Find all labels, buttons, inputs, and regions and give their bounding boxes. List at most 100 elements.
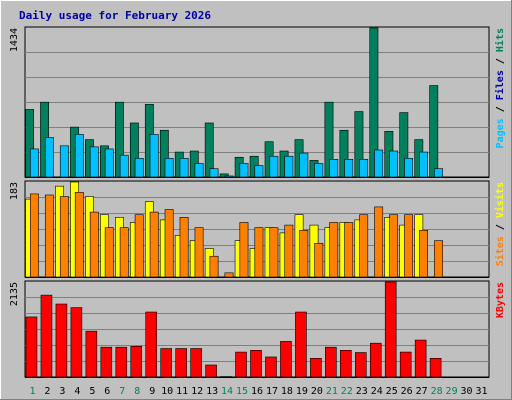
- bar-sites: [344, 222, 354, 278]
- bar-hits: [129, 122, 139, 178]
- legend-item-hits: Hits: [494, 28, 506, 52]
- y-axis-max-label: 2135: [9, 282, 20, 306]
- x-tick-label: 10: [161, 386, 173, 397]
- bar-files: [344, 159, 354, 178]
- x-tick-label: 16: [251, 386, 263, 397]
- bar-kbytes: [235, 351, 247, 378]
- x-tick-label: 13: [206, 386, 218, 397]
- x-tick-label: 28: [431, 386, 443, 397]
- bar-files: [374, 149, 384, 178]
- bar-kbytes: [85, 330, 98, 378]
- bar-kbytes: [145, 311, 158, 378]
- bar-kbytes: [280, 341, 292, 378]
- bar-sites: [104, 227, 114, 278]
- bar-hits: [219, 173, 229, 178]
- legend-item-visits: Visits: [494, 182, 506, 218]
- y-axis-max-label: 183: [9, 182, 20, 200]
- bar-kbytes: [175, 348, 187, 378]
- panel-legend: Sites / Visits: [494, 182, 506, 266]
- panel-2: 183 Sites / Visits: [9, 180, 506, 278]
- x-tick-label: 24: [371, 386, 383, 397]
- bar-sites: [119, 227, 129, 278]
- bar-files: [389, 150, 399, 178]
- bar-sites: [374, 206, 384, 278]
- bar-sites: [209, 255, 219, 278]
- bar-sites: [239, 222, 249, 278]
- x-tick-label: 11: [176, 386, 188, 397]
- bar-sites: [404, 214, 414, 278]
- bar-files: [194, 163, 204, 178]
- bar-files: [29, 148, 39, 178]
- bar-files: [119, 154, 129, 178]
- x-tick-label: 27: [416, 386, 428, 397]
- legend-separator: /: [495, 52, 506, 70]
- bar-files: [164, 157, 174, 178]
- bar-files: [254, 165, 264, 178]
- bar-sites: [164, 209, 174, 278]
- bar-files: [419, 151, 428, 178]
- bar-files: [149, 134, 159, 178]
- bar-sites: [314, 242, 324, 278]
- x-tick-label: 7: [119, 386, 125, 397]
- x-tick-label: 15: [236, 386, 248, 397]
- x-tick-label: 25: [386, 386, 398, 397]
- bar-hits: [339, 129, 349, 178]
- bar-kbytes: [115, 346, 128, 378]
- bar-files: [104, 148, 114, 178]
- bar-kbytes: [250, 350, 262, 378]
- x-tick-label: 6: [104, 386, 110, 397]
- x-tick-label: 19: [296, 386, 308, 397]
- bar-files: [239, 163, 249, 178]
- bar-hits: [354, 111, 364, 178]
- bar-files: [299, 152, 309, 178]
- bar-files: [134, 157, 144, 178]
- x-tick-label: 8: [134, 386, 140, 397]
- panel-legend: KBytes: [495, 282, 506, 318]
- bar-hits: [115, 101, 124, 178]
- bar-hits: [429, 85, 439, 178]
- bar-sites: [179, 217, 189, 278]
- bar-kbytes: [55, 303, 68, 378]
- bar-sites: [284, 224, 294, 278]
- x-tick-label: 5: [89, 386, 95, 397]
- bar-sites: [419, 229, 428, 278]
- x-tick-label: 23: [356, 386, 368, 397]
- bar-kbytes: [25, 316, 38, 378]
- bar-kbytes: [70, 307, 83, 378]
- bar-kbytes: [325, 346, 337, 378]
- x-tick-label: 9: [149, 386, 155, 397]
- x-tick-label: 18: [281, 386, 293, 397]
- bar-files: [224, 175, 234, 178]
- chart-panels: 1434 Pages / Files / Hits 183 Sites / Visit…: [9, 26, 506, 378]
- legend-item-sites: Sites: [494, 236, 506, 266]
- x-tick-label: 29: [446, 386, 458, 397]
- panel-3: 2135 KBytes: [9, 280, 506, 378]
- bar-kbytes: [100, 346, 113, 378]
- bar-files: [179, 157, 189, 178]
- legend-item-files: Files: [494, 70, 506, 100]
- bar-sites: [74, 192, 84, 278]
- bar-files: [404, 157, 414, 178]
- bar-sites: [359, 214, 369, 278]
- bar-hits: [399, 112, 409, 178]
- bar-sites: [299, 229, 309, 278]
- x-tick-label: 3: [59, 386, 65, 397]
- x-tick-label: 14: [221, 386, 233, 397]
- bar-files: [359, 159, 369, 178]
- x-tick-label: 17: [266, 386, 278, 397]
- x-tick-label: 30: [461, 386, 473, 397]
- bar-kbytes: [205, 364, 217, 378]
- bar-kbytes: [429, 358, 442, 378]
- bar-files: [89, 146, 99, 178]
- bar-kbytes: [310, 358, 322, 378]
- bar-kbytes: [295, 311, 307, 378]
- bar-sites: [329, 222, 339, 278]
- x-axis-day-labels: 1 2 3 4 5 6 7 8 9 10 11 12 13 14 15 16 17 18 19 20 21 22 23 24 2…: [29, 386, 487, 397]
- bar-files: [209, 168, 219, 178]
- bar-sites: [59, 196, 69, 278]
- x-tick-label: 22: [341, 386, 353, 397]
- bar-files: [314, 163, 324, 178]
- bar-kbytes: [414, 339, 427, 378]
- bar-kbytes: [190, 348, 202, 378]
- chart-title: Daily usage for February 2026: [19, 9, 211, 22]
